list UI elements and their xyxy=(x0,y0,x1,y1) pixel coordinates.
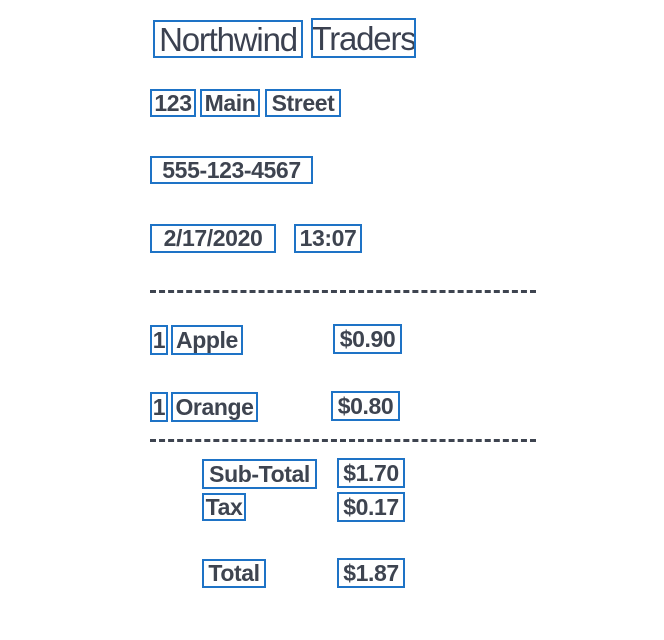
item-quantity: 1 xyxy=(150,325,168,355)
divider-top xyxy=(150,290,536,293)
item-price: $0.90 xyxy=(333,324,402,354)
subtotal-label: Sub-Total xyxy=(202,459,317,489)
phone-number: 555-123-4567 xyxy=(150,156,313,184)
item-name: Orange xyxy=(171,392,258,422)
item-price: $0.80 xyxy=(331,391,400,421)
tax-label: Tax xyxy=(202,493,246,521)
tax-value: $0.17 xyxy=(337,492,405,522)
item-name: Apple xyxy=(171,325,243,355)
store-name-word-northwind: Northwind xyxy=(153,20,303,58)
receipt-date: 2/17/2020 xyxy=(150,224,276,253)
divider-bottom xyxy=(150,439,536,442)
store-name-word-traders: Traders xyxy=(311,18,416,58)
item-quantity: 1 xyxy=(150,392,168,422)
receipt-time: 13:07 xyxy=(294,224,362,253)
total-label: Total xyxy=(202,559,266,588)
subtotal-value: $1.70 xyxy=(337,458,405,488)
address-number: 123 xyxy=(150,89,196,117)
address-street-word-main: Main xyxy=(200,89,260,117)
address-street-word-street: Street xyxy=(265,89,341,117)
total-value: $1.87 xyxy=(337,558,405,588)
